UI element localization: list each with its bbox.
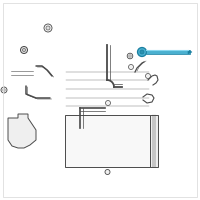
- Circle shape: [128, 64, 134, 70]
- Polygon shape: [188, 50, 192, 54]
- Circle shape: [44, 24, 52, 32]
- Circle shape: [46, 26, 50, 30]
- FancyBboxPatch shape: [150, 115, 158, 167]
- Circle shape: [1, 87, 7, 93]
- Circle shape: [146, 73, 151, 78]
- Polygon shape: [8, 114, 36, 148]
- Circle shape: [138, 47, 146, 56]
- Circle shape: [127, 53, 133, 59]
- FancyBboxPatch shape: [146, 50, 190, 54]
- Circle shape: [106, 100, 110, 106]
- Circle shape: [140, 50, 144, 54]
- Circle shape: [129, 55, 131, 57]
- Circle shape: [3, 89, 5, 91]
- FancyBboxPatch shape: [65, 115, 150, 167]
- Circle shape: [105, 170, 110, 174]
- Circle shape: [21, 46, 28, 53]
- Circle shape: [22, 48, 26, 51]
